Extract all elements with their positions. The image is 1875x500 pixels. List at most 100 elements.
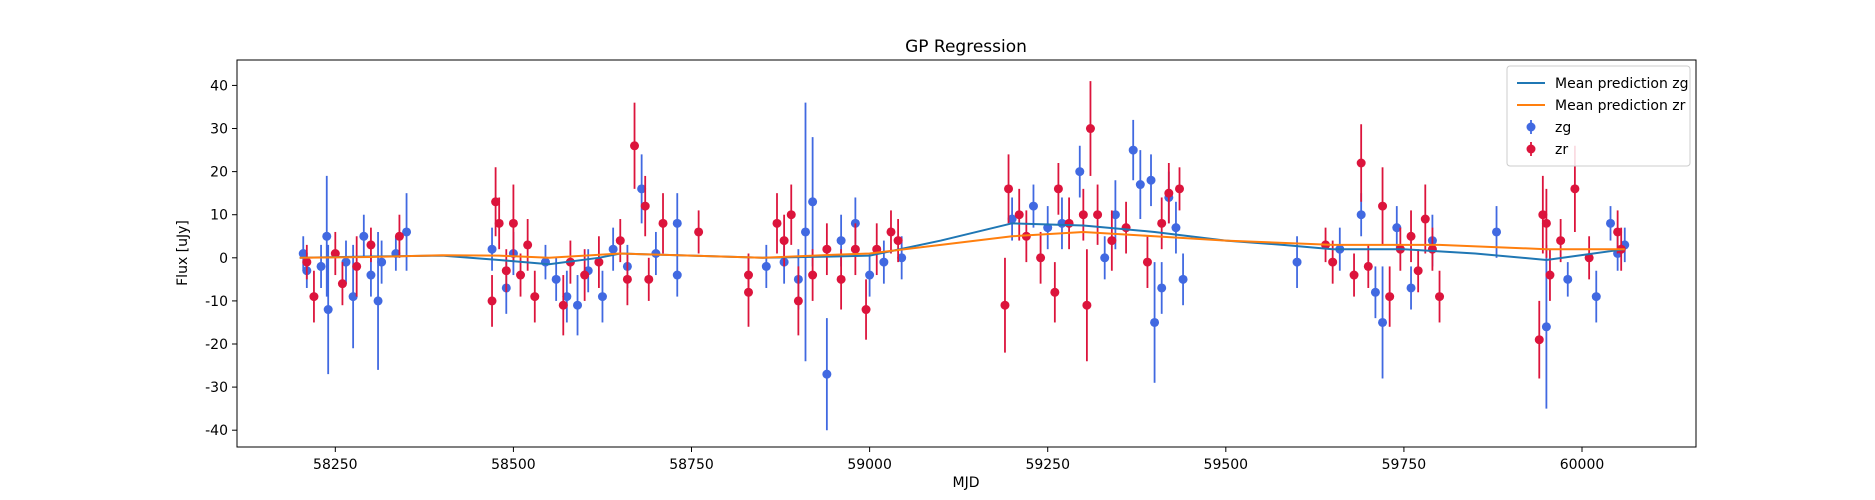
data-point [1420,214,1430,224]
data-point [594,257,604,267]
data-point [298,249,308,258]
data-point [1378,317,1388,327]
y-tick-label: 30 [210,122,228,138]
y-tick-label: -10 [205,294,228,310]
data-point [658,218,668,228]
data-point [366,240,376,250]
data-point [622,274,632,284]
data-point [1427,244,1437,254]
data-point [530,292,540,302]
data-point [597,292,607,302]
data-point [1563,274,1573,284]
y-tick-label: 10 [210,208,228,224]
x-tick-label: 59000 [847,457,892,473]
data-point [1146,175,1156,185]
data-point [651,249,661,258]
data-point [1370,287,1380,297]
data-point [377,257,387,267]
data-point [1128,145,1138,155]
data-point [865,270,875,280]
data-point [1036,253,1046,263]
data-point [1157,283,1167,293]
data-point [494,218,504,228]
data-point [516,270,526,280]
data-point [1292,257,1302,267]
data-point [1378,201,1388,211]
data-point [1541,322,1551,332]
data-point [644,274,654,284]
data-point [1171,223,1181,233]
data-point [879,257,889,267]
data-point [1075,167,1085,177]
data-point [694,227,704,237]
y-axis-label: Flux [uJy] [175,220,191,286]
data-point [808,270,818,280]
data-point [1121,223,1131,233]
data-point [508,218,518,228]
data-point [1545,270,1555,280]
data-point [359,231,369,241]
data-point [672,218,682,228]
data-point [800,227,810,237]
data-point [1157,218,1167,228]
data-point [637,184,647,194]
data-point [1584,253,1594,263]
data-point [1053,184,1063,194]
data-point [1093,210,1103,220]
x-tick-label: 59500 [1204,457,1249,473]
data-point [1385,292,1395,302]
legend-marker [1526,144,1536,154]
data-point [1613,227,1623,237]
data-point [1570,184,1580,194]
data-point [640,201,650,211]
data-point [836,236,846,246]
data-point [323,305,333,315]
data-point [573,300,583,310]
data-point [1538,210,1548,220]
data-point [1435,292,1445,302]
legend-label: zg [1555,120,1571,136]
data-point [1541,218,1551,228]
data-point [394,231,404,241]
y-tick-label: -20 [205,337,228,353]
data-point [1014,210,1024,220]
data-point [1028,201,1038,211]
chart-title: GP Regression [905,37,1027,57]
data-point [822,244,832,254]
data-point [1363,261,1373,271]
data-point [1004,184,1014,194]
data-point [501,266,511,276]
data-point [558,300,568,310]
data-point [487,296,497,306]
data-point [562,292,572,302]
legend-box [1506,65,1691,167]
x-tick-label: 59250 [1025,457,1070,473]
data-point [1150,317,1160,327]
data-point [893,236,903,246]
legend-label: zr [1555,142,1568,158]
data-point [1082,300,1092,310]
data-point [1492,227,1502,237]
y-tick-label: 0 [219,251,228,267]
data-point [1413,266,1423,276]
data-point [1606,218,1616,228]
data-point [861,305,871,315]
data-point [352,261,362,271]
data-point [337,279,347,289]
data-point [772,218,782,228]
data-point [316,261,326,271]
data-point [1406,231,1416,241]
legend-marker [1526,122,1536,132]
data-point [1392,223,1402,233]
legend-label: Mean prediction zr [1555,98,1686,114]
data-point [761,261,771,271]
y-tick-label: -30 [205,380,228,396]
data-point [330,249,340,258]
data-point [886,227,896,237]
data-point [322,231,332,241]
data-point [540,257,550,267]
data-point [341,257,351,267]
data-point [580,270,590,280]
data-point [1534,335,1544,345]
